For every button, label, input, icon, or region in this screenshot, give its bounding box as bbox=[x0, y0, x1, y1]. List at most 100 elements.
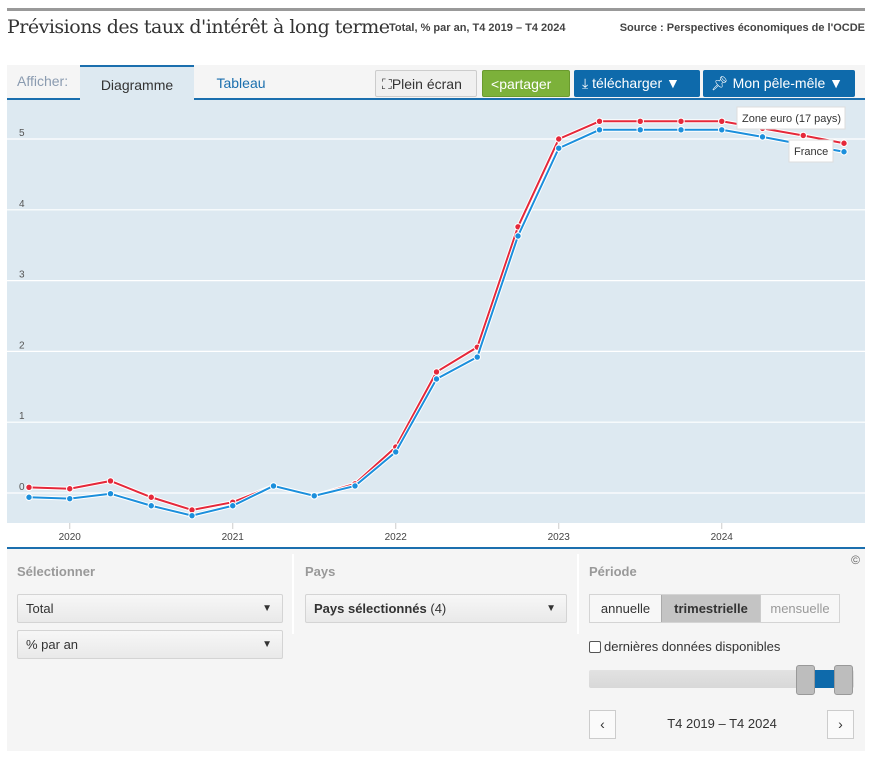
share-button[interactable]: <partager bbox=[482, 70, 570, 97]
data-point bbox=[106, 477, 115, 485]
x-tick-label: 2021 bbox=[222, 532, 245, 543]
data-point bbox=[147, 493, 155, 501]
data-point bbox=[473, 353, 481, 361]
fullscreen-label: Plein écran bbox=[391, 76, 462, 92]
data-point bbox=[718, 126, 726, 134]
country-count: (4) bbox=[430, 601, 447, 616]
line-chart: 0 1 2 3 4 5 2020 2021 2022 2023 2024 Zone euro (17 … bbox=[7, 100, 865, 549]
frequency-toggle: annuelle trimestrielle mensuelle bbox=[589, 594, 840, 623]
x-tick-label: 2020 bbox=[59, 532, 82, 543]
share-icon: < bbox=[491, 76, 500, 92]
slider-handle-end[interactable] bbox=[834, 665, 853, 695]
label-zone-euro: Zone euro (17 pays) bbox=[742, 113, 841, 125]
tab-tableau[interactable]: Tableau bbox=[216, 75, 266, 91]
dropdown-arrow-icon: ▼ bbox=[546, 603, 556, 614]
data-point bbox=[25, 483, 33, 492]
period-range: T4 2019 – T4 2024 bbox=[667, 716, 777, 731]
data-point bbox=[514, 232, 522, 240]
country-value: Pays sélectionnés bbox=[314, 601, 427, 616]
unit-value: % par an bbox=[26, 637, 79, 652]
data-point bbox=[229, 502, 237, 510]
data-point bbox=[432, 375, 441, 383]
data-point bbox=[555, 144, 563, 152]
copyright[interactable]: © bbox=[851, 553, 860, 567]
data-point bbox=[595, 117, 604, 125]
share-label: partager bbox=[499, 76, 552, 92]
download-icon: ⤓ bbox=[582, 75, 593, 91]
select-label: Sélectionner bbox=[17, 564, 96, 579]
data-point bbox=[188, 511, 196, 520]
data-point bbox=[677, 117, 685, 125]
plot-background bbox=[7, 100, 865, 523]
latest-data-checkbox[interactable]: dernières données disponibles bbox=[589, 639, 780, 654]
label-france: France bbox=[794, 146, 828, 158]
freq-annual[interactable]: annuelle bbox=[600, 601, 651, 616]
top-border bbox=[7, 8, 865, 11]
country-label: Pays bbox=[305, 564, 336, 579]
fullscreen-button[interactable]: ⛶Plein écran bbox=[375, 70, 477, 97]
x-tick-label: 2022 bbox=[385, 532, 408, 543]
data-point bbox=[840, 139, 848, 147]
data-point bbox=[636, 126, 644, 134]
divider bbox=[292, 554, 294, 634]
pin-icon: 📌︎ bbox=[711, 75, 733, 91]
data-point bbox=[432, 368, 441, 376]
expand-icon: ⛶ bbox=[382, 76, 392, 92]
data-point bbox=[147, 502, 155, 510]
y-tick-label: 5 bbox=[19, 128, 25, 139]
data-point bbox=[310, 492, 318, 500]
divider bbox=[577, 554, 579, 634]
controls-panel: © Sélectionner Total ▼ % par an ▼ Pays Pay… bbox=[7, 549, 865, 751]
data-point bbox=[66, 485, 74, 493]
y-tick-label: 4 bbox=[19, 199, 25, 210]
pinboard-button[interactable]: 📌︎ Mon pêle-mêle ▼ bbox=[703, 70, 855, 97]
period-label: Période bbox=[589, 564, 637, 579]
y-tick-label: 1 bbox=[19, 411, 25, 422]
tab-diagramme[interactable]: Diagramme bbox=[80, 65, 194, 100]
dropdown-arrow-icon: ▼ bbox=[262, 603, 272, 614]
download-button[interactable]: ⤓ télécharger ▼ bbox=[574, 70, 700, 97]
data-point bbox=[351, 482, 359, 490]
data-point bbox=[555, 135, 563, 143]
data-point bbox=[269, 482, 278, 490]
period-slider[interactable] bbox=[589, 665, 854, 695]
data-point bbox=[840, 148, 848, 156]
data-point bbox=[799, 131, 807, 140]
data-point bbox=[595, 126, 604, 134]
checkbox-icon[interactable] bbox=[589, 640, 601, 653]
dropdown-arrow-icon: ▼ bbox=[262, 639, 272, 650]
data-point bbox=[636, 117, 644, 125]
next-period-button[interactable]: › bbox=[827, 710, 854, 739]
page-title: Prévisions des taux d'intérêt à long ter… bbox=[7, 16, 390, 38]
x-tick-label: 2023 bbox=[548, 532, 571, 543]
y-tick-label: 0 bbox=[19, 482, 25, 493]
y-tick-label: 2 bbox=[19, 340, 25, 351]
data-point bbox=[106, 490, 115, 498]
freq-monthly[interactable]: mensuelle bbox=[770, 601, 830, 616]
unit-select[interactable]: % par an ▼ bbox=[17, 630, 283, 659]
measure-value: Total bbox=[26, 601, 54, 616]
measure-select[interactable]: Total ▼ bbox=[17, 594, 283, 623]
data-point bbox=[392, 448, 400, 456]
label-zone-euro-box bbox=[736, 106, 846, 130]
prev-period-button[interactable]: ‹ bbox=[589, 710, 616, 739]
country-select[interactable]: Pays sélectionnés (4) ▼ bbox=[305, 594, 567, 623]
x-tick-label: 2024 bbox=[711, 532, 734, 543]
freq-quarterly[interactable]: trimestrielle bbox=[661, 595, 761, 622]
download-label: télécharger ▼ bbox=[592, 75, 680, 91]
latest-data-label: dernières données disponibles bbox=[604, 639, 781, 654]
toolbar: Afficher: Diagramme Tableau ⛶Plein écran… bbox=[7, 65, 865, 100]
slider-range-fill bbox=[815, 670, 837, 688]
data-point bbox=[25, 493, 33, 501]
chart-subtitle: Total, % par an, T4 2019 – T4 2024 bbox=[389, 22, 566, 34]
show-label: Afficher: bbox=[17, 73, 69, 89]
slider-handle-start[interactable] bbox=[796, 665, 815, 695]
data-point bbox=[758, 133, 767, 141]
source-note: Source : Perspectives économiques de l'O… bbox=[619, 22, 865, 34]
data-point bbox=[66, 494, 74, 503]
y-tick-label: 3 bbox=[19, 270, 25, 281]
x-axis-area bbox=[7, 523, 865, 549]
data-point bbox=[718, 117, 726, 125]
data-point bbox=[677, 126, 685, 134]
label-france-box bbox=[788, 139, 834, 163]
